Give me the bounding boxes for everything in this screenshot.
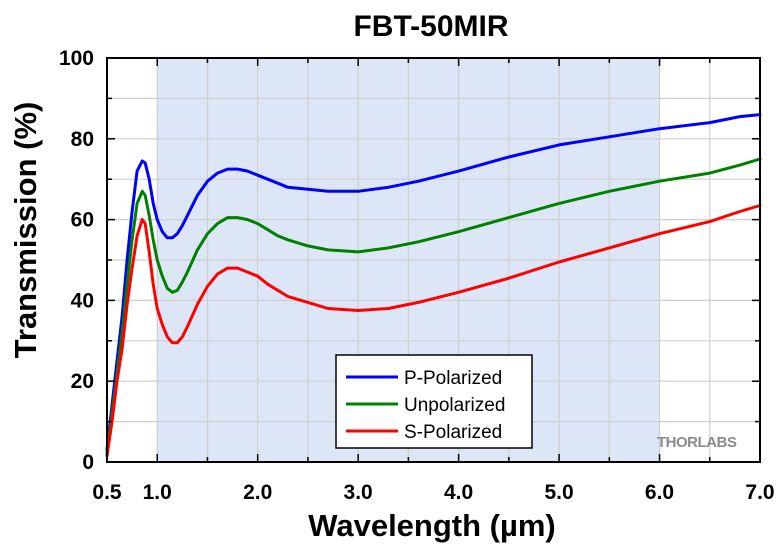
legend-label: S-Polarized	[404, 422, 502, 443]
y-tick-label: 40	[71, 289, 94, 312]
x-tick-label: 5.0	[544, 481, 573, 504]
x-tick-label: 3.0	[344, 481, 373, 504]
y-axis-ticks: 0 20 40 60 80 100	[59, 47, 760, 474]
series-line-2	[105, 157, 762, 456]
series-layer	[105, 113, 762, 458]
x-tick-label: 0.5	[92, 481, 122, 504]
y-tick-label: 0	[82, 451, 94, 474]
thorlabs-watermark: THORLABS	[657, 434, 737, 451]
y-axis-title: Transmission (%)	[8, 102, 43, 359]
x-axis-ticks: 0.5 1.0 2.0 3.0 4.0 5.0 6.0 7.0	[92, 58, 775, 504]
legend: P-Polarized Unpolarized S-Polarized	[335, 354, 533, 449]
x-axis-title: Wavelength (µm)	[308, 508, 556, 543]
legend-label: Unpolarized	[404, 395, 505, 416]
y-tick-label: 100	[59, 47, 94, 70]
y-tick-label: 60	[71, 209, 94, 232]
legend-label: P-Polarized	[404, 368, 502, 389]
series-line-3	[105, 204, 762, 458]
y-tick-label: 80	[71, 128, 94, 151]
series-line-1	[105, 113, 762, 452]
chart-title: FBT-50MIR	[353, 10, 508, 43]
x-tick-label: 7.0	[745, 481, 774, 504]
x-tick-label: 2.0	[243, 481, 272, 504]
y-tick-label: 20	[71, 370, 94, 393]
x-tick-label: 1.0	[143, 481, 172, 504]
x-tick-label: 6.0	[645, 481, 674, 504]
x-tick-label: 4.0	[444, 481, 473, 504]
